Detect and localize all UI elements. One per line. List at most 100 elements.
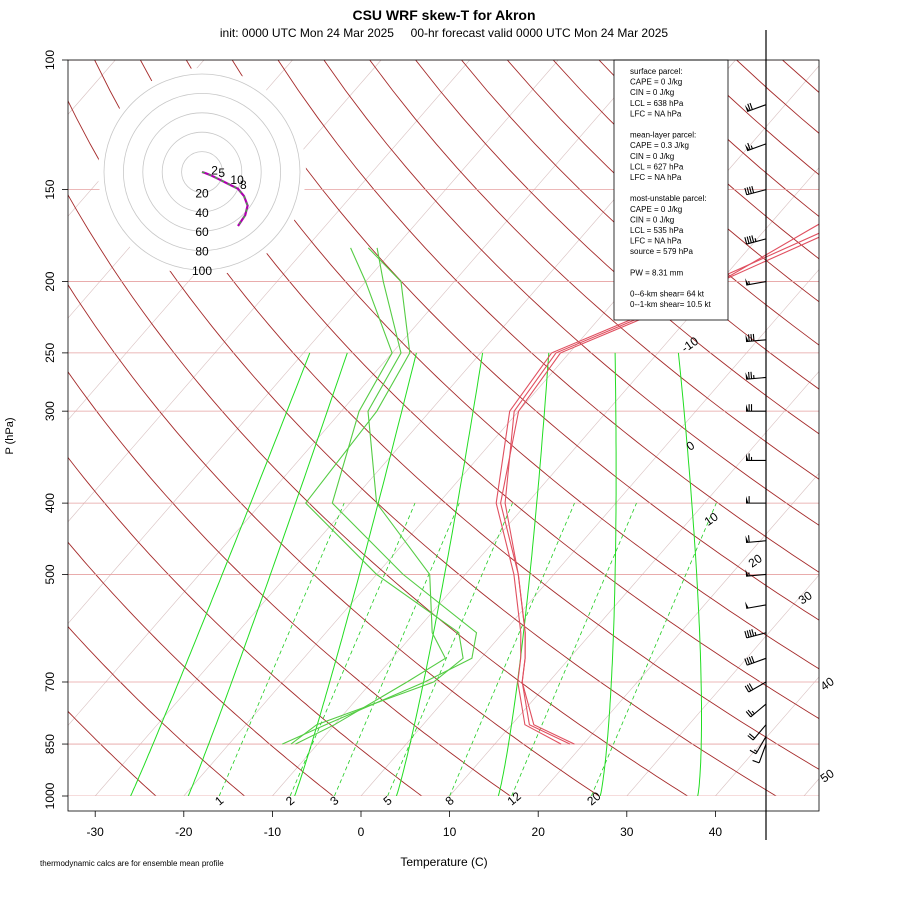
footnote: thermodynamic calcs are for ensemble mea… bbox=[40, 859, 224, 868]
wind-barb bbox=[745, 278, 767, 286]
isotherm-line bbox=[537, 472, 819, 796]
info-box-line: most-unstable parcel: bbox=[630, 194, 706, 203]
dry-adiabat-line bbox=[323, 60, 819, 526]
p-tick-label: 850 bbox=[43, 734, 57, 754]
wind-barb-feather bbox=[748, 656, 753, 664]
wind-barb-flag bbox=[745, 535, 749, 543]
mixing-ratio-line bbox=[591, 502, 717, 796]
mixing-ratio-line bbox=[511, 502, 637, 796]
info-box-line: CIN = 0 J/kg bbox=[630, 152, 674, 161]
wind-barb-staff bbox=[758, 743, 767, 764]
info-box-line: CAPE = 0.3 J/kg bbox=[630, 141, 689, 150]
dry-adiabat-line bbox=[415, 60, 819, 435]
hodograph-height-label: 2 bbox=[211, 163, 218, 177]
info-box-line: PW = 8.31 mm bbox=[630, 268, 683, 277]
mixing-ratio-line bbox=[289, 502, 416, 796]
dry-adiabat-label: 30 bbox=[796, 588, 815, 607]
hodograph-ring bbox=[103, 73, 301, 271]
x-tick-label: 10 bbox=[443, 825, 457, 839]
isotherm-line bbox=[715, 676, 819, 796]
wind-barb-staff bbox=[747, 657, 767, 666]
isotherm-line bbox=[449, 370, 819, 796]
wind-barb bbox=[744, 235, 767, 245]
x-tick-label: 20 bbox=[532, 825, 546, 839]
wind-barb-feather bbox=[748, 683, 754, 690]
isotherm-line bbox=[68, 60, 470, 523]
dry-adiabat-line bbox=[68, 625, 246, 796]
wind-barb bbox=[744, 186, 767, 196]
info-box-line: LFC = NA hPa bbox=[630, 237, 682, 246]
x-tick-label: 30 bbox=[620, 825, 634, 839]
wind-barb-feather bbox=[749, 102, 753, 110]
wind-barb-column bbox=[744, 30, 767, 840]
wind-barb-feather bbox=[750, 371, 753, 379]
hodograph-ring-label: 80 bbox=[195, 245, 209, 259]
mixing-ratio-line bbox=[334, 502, 460, 796]
chart-title: CSU WRF skew-T for Akron bbox=[352, 7, 535, 23]
wind-barb-feather bbox=[748, 186, 752, 194]
moist-adiabat-line bbox=[294, 352, 417, 796]
wind-barb bbox=[746, 496, 766, 504]
dry-adiabat-line bbox=[68, 541, 334, 796]
wind-barb-flag bbox=[745, 569, 749, 577]
wind-barb-feather bbox=[748, 733, 756, 739]
info-box-line: CIN = 0 J/kg bbox=[630, 215, 674, 224]
wind-barb-feather bbox=[746, 684, 752, 692]
hodograph-ring-label: 60 bbox=[195, 225, 209, 239]
temperature-profile bbox=[504, 236, 819, 745]
wind-barb-flag bbox=[745, 334, 749, 342]
dewpoint-profile bbox=[281, 247, 478, 745]
wind-barb-flag bbox=[744, 144, 750, 151]
info-box-line: mean-layer parcel: bbox=[630, 131, 696, 140]
wind-barb-half-feather bbox=[748, 280, 750, 285]
wind-barb-feather bbox=[744, 237, 748, 245]
x-tick-label: 40 bbox=[709, 825, 723, 839]
wind-barb bbox=[749, 736, 767, 755]
wind-barb-feather bbox=[744, 658, 748, 666]
wind-barb bbox=[744, 629, 767, 639]
temperature-profile bbox=[495, 232, 819, 745]
moist-adiabat-line bbox=[599, 352, 617, 796]
hodograph-trace-overlay bbox=[201, 171, 249, 227]
isotherm-line bbox=[68, 60, 559, 625]
p-tick-label: 1000 bbox=[43, 782, 57, 809]
info-box-line: LCL = 638 hPa bbox=[630, 99, 684, 108]
wind-barb bbox=[745, 601, 767, 609]
wind-barb-feather bbox=[748, 535, 750, 543]
wind-barb-feather bbox=[746, 187, 750, 195]
info-box-line: 0--1-km shear= 10.5 kt bbox=[630, 300, 711, 309]
wind-barb-feather bbox=[744, 630, 748, 639]
p-tick-label: 400 bbox=[43, 493, 57, 513]
wind-barb-half-feather bbox=[753, 749, 758, 753]
wind-barb bbox=[747, 724, 767, 741]
info-box-line: CAPE = 0 J/kg bbox=[630, 205, 682, 214]
wind-barb-feather bbox=[747, 103, 751, 111]
mixing-ratio-line bbox=[387, 502, 513, 796]
profile-layer bbox=[281, 223, 819, 745]
wind-barb bbox=[745, 371, 767, 380]
wind-barb-staff bbox=[750, 703, 767, 718]
wind-barb bbox=[745, 703, 767, 718]
wind-barb-staff bbox=[746, 604, 767, 609]
wind-barb-feather bbox=[748, 371, 750, 380]
dry-adiabat-line bbox=[68, 99, 777, 796]
wind-barb-feather bbox=[747, 735, 754, 741]
dry-adiabat-line bbox=[68, 284, 600, 796]
dry-adiabat-line bbox=[461, 60, 819, 390]
moist-adiabat-line bbox=[497, 352, 550, 796]
info-box-line: source = 579 hPa bbox=[630, 247, 693, 256]
wind-barb-feather bbox=[752, 759, 760, 764]
hodograph-ring-label: 100 bbox=[192, 264, 212, 278]
wind-barb-flag bbox=[744, 104, 750, 112]
x-axis-label: Temperature (C) bbox=[400, 855, 487, 869]
wind-barb bbox=[752, 743, 767, 764]
wind-barb-feather bbox=[750, 334, 753, 342]
wind-barb-staff bbox=[747, 143, 767, 152]
wind-barb-feather bbox=[744, 685, 750, 693]
info-box-line: CAPE = 0 J/kg bbox=[630, 78, 682, 87]
hodograph-ring-label: 20 bbox=[195, 186, 209, 200]
dry-adiabat-line bbox=[68, 456, 423, 796]
info-box-line: 0--6-km shear= 64 kt bbox=[630, 290, 705, 299]
